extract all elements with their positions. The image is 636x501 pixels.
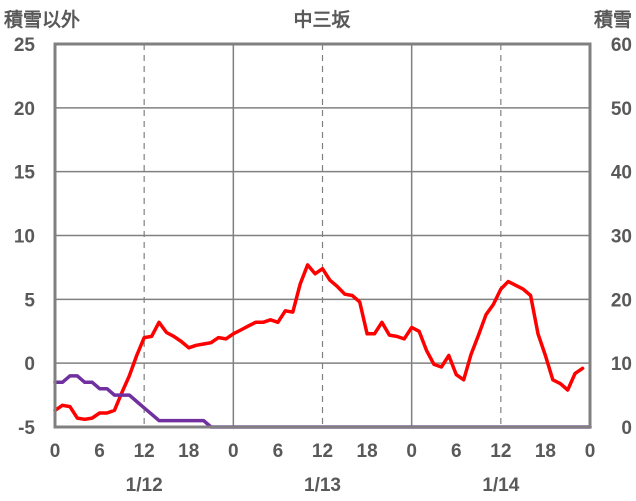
right-tick-labels: 0 10 20 30 40 50 60 (611, 35, 632, 439)
x-tick-label: 18 (357, 441, 378, 462)
left-tick-label: 20 (14, 99, 35, 120)
left-tick-labels: -5 0 5 10 15 20 25 (14, 35, 36, 439)
chart-title: 中三坂 (293, 8, 351, 31)
gridlines (55, 44, 590, 427)
x-tick-label: 12 (134, 441, 155, 462)
date-label: 1/13 (304, 475, 341, 496)
x-tick-label: 6 (451, 441, 462, 462)
x-tick-labels: 0 6 12 18 0 6 12 18 0 6 12 18 0 (50, 441, 596, 462)
plot-frame (53, 42, 592, 429)
series-line-1 (53, 263, 585, 422)
right-tick-label: 10 (611, 354, 632, 375)
x-tick-label: 6 (273, 441, 284, 462)
right-axis-label: 積雪 (594, 8, 632, 31)
left-axis-label: 積雪以外 (4, 8, 80, 31)
date-label: 1/14 (482, 475, 519, 496)
date-labels: 1/12 1/13 1/14 (126, 475, 520, 496)
date-label: 1/12 (126, 475, 163, 496)
left-tick-label: 15 (14, 163, 36, 184)
left-tick-label: 0 (24, 354, 35, 375)
right-tick-label: 30 (611, 227, 632, 248)
right-tick-label: 40 (611, 163, 632, 184)
x-tick-label: 6 (94, 441, 105, 462)
x-tick-label: 0 (228, 441, 239, 462)
left-tick-label: -5 (18, 418, 35, 439)
x-tick-label: 18 (535, 441, 556, 462)
x-tick-label: 18 (178, 441, 199, 462)
right-tick-label: 50 (611, 99, 632, 120)
right-tick-label: 20 (611, 290, 632, 311)
right-tick-label: 0 (621, 418, 632, 439)
left-tick-label: 25 (14, 35, 36, 56)
x-tick-label: 12 (312, 441, 333, 462)
right-tick-label: 60 (611, 35, 632, 56)
x-tick-label: 12 (490, 441, 511, 462)
x-tick-label: 0 (585, 441, 596, 462)
left-tick-label: 5 (24, 290, 35, 311)
x-tick-label: 0 (50, 441, 61, 462)
left-tick-label: 10 (14, 227, 35, 248)
x-tick-label: 0 (406, 441, 417, 462)
